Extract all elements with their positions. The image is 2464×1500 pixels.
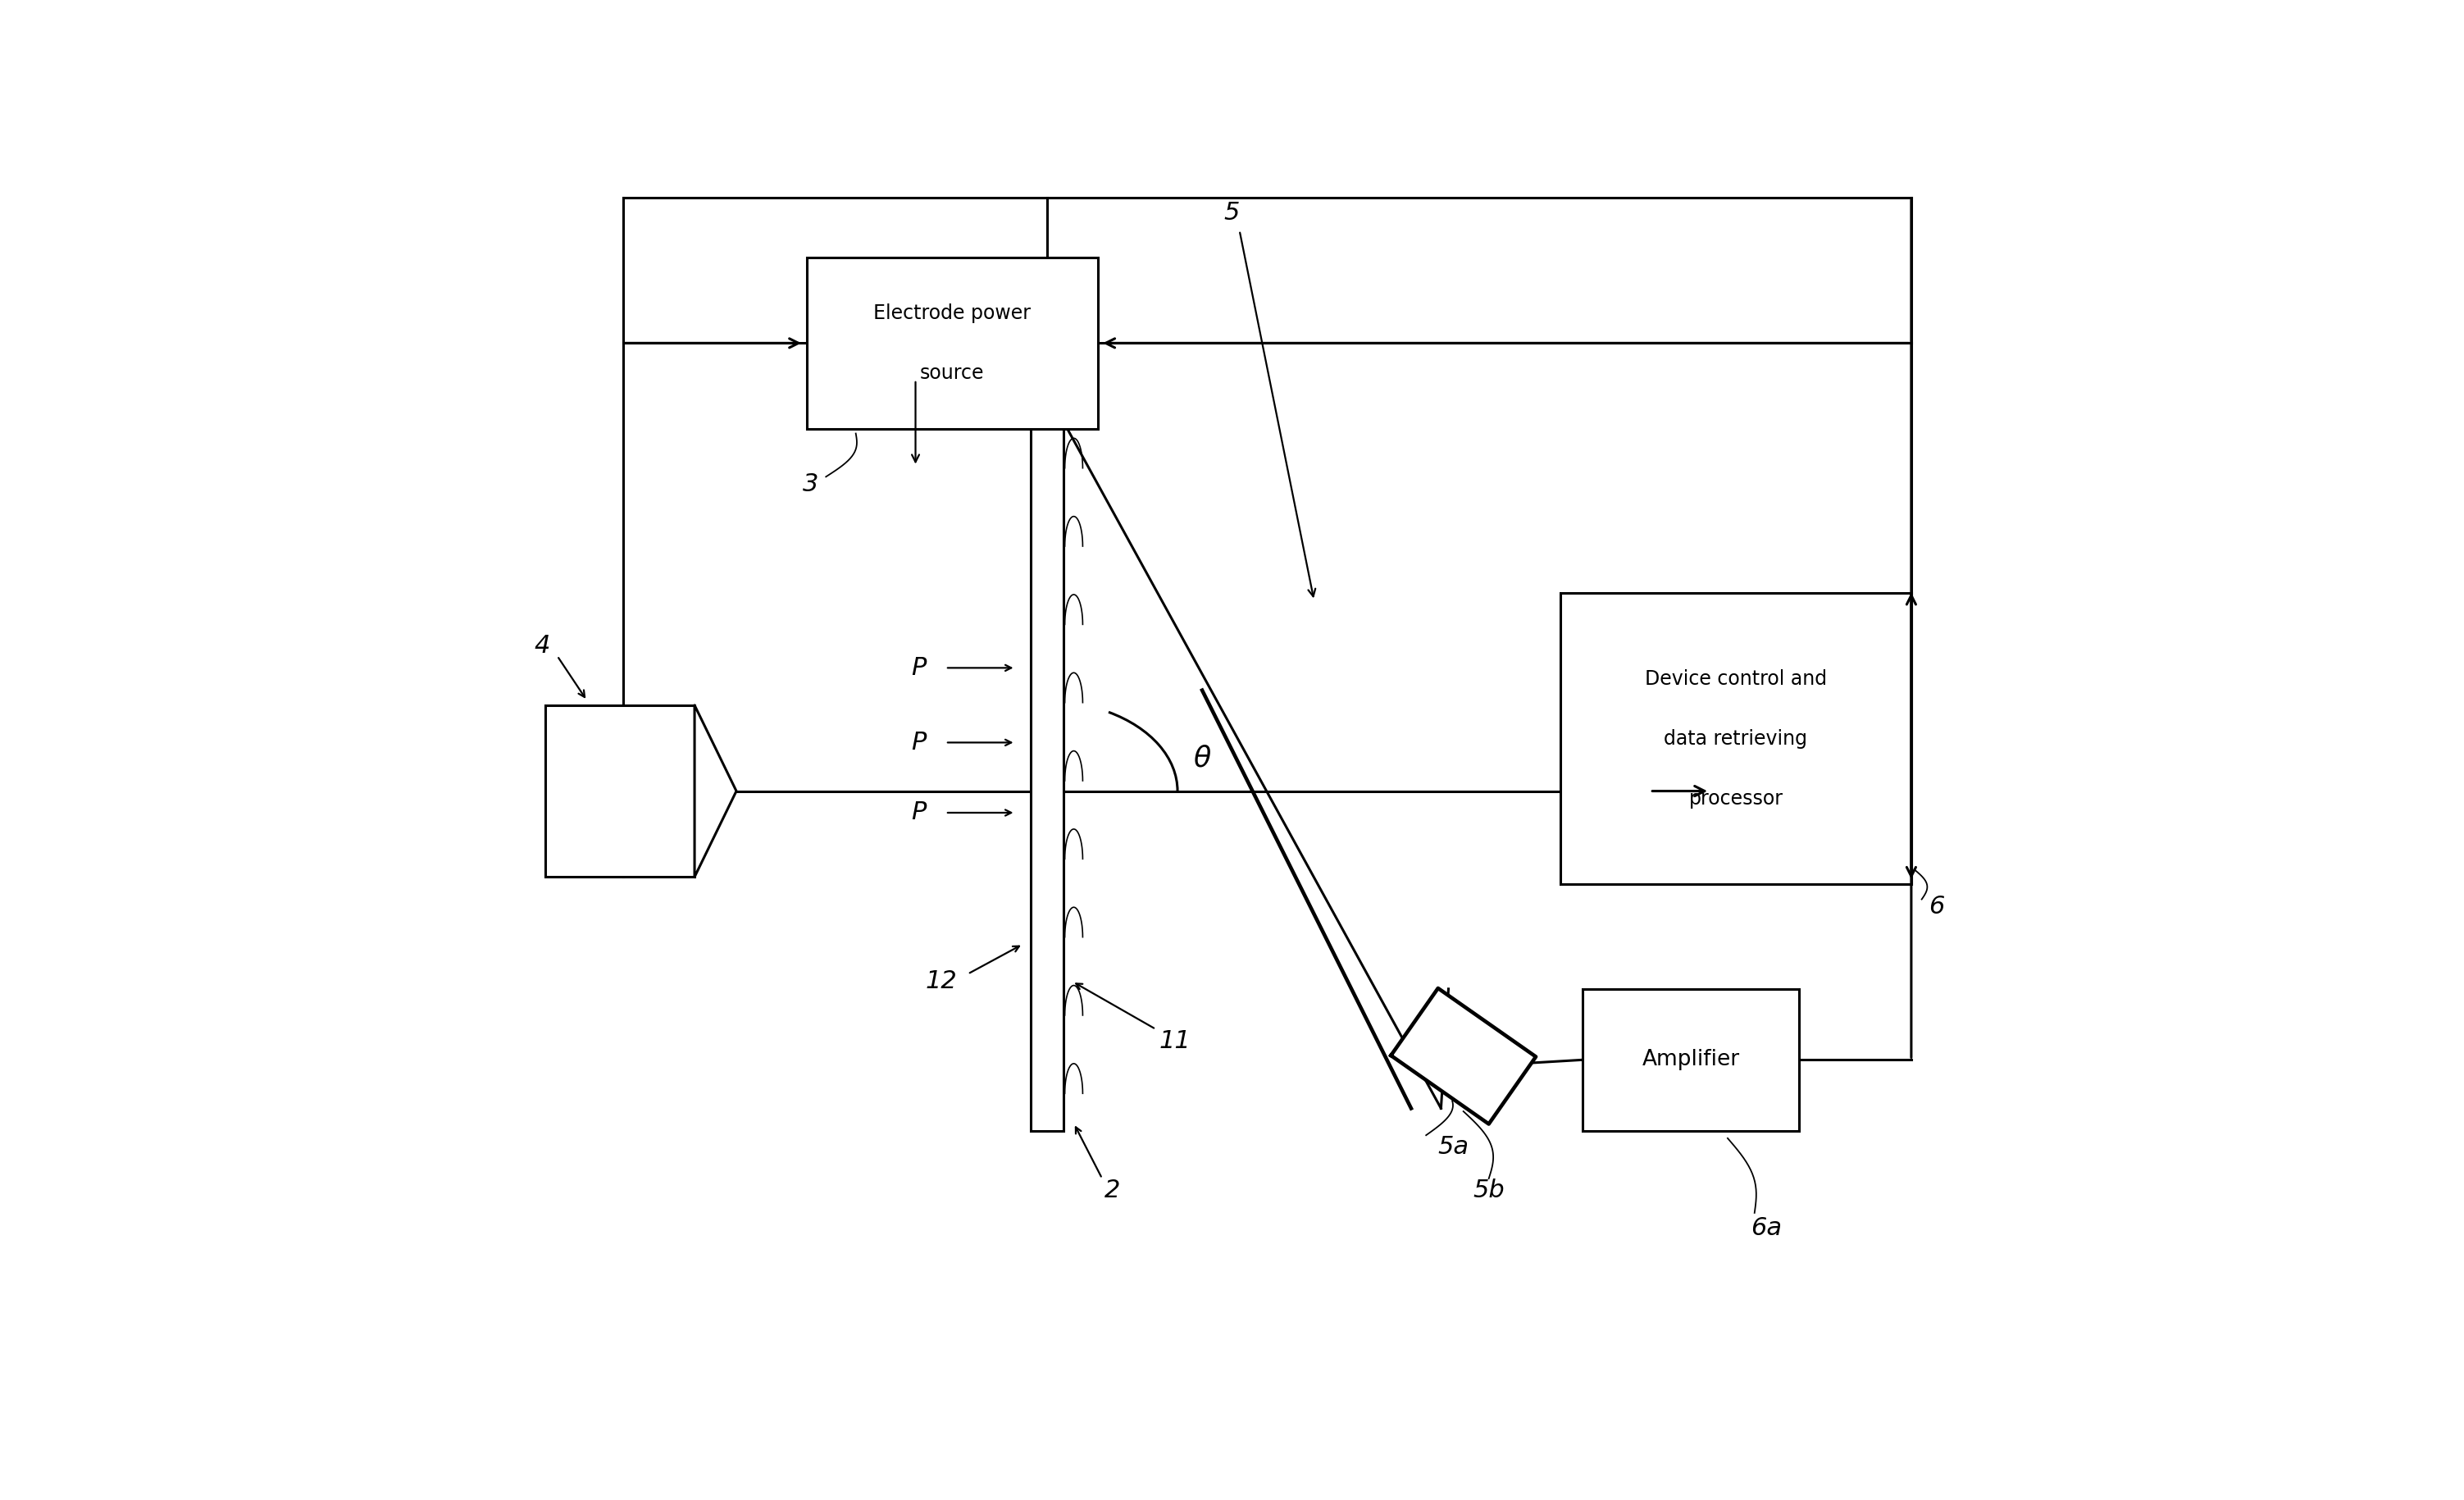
Text: 1: 1	[907, 350, 924, 374]
Text: 5: 5	[1225, 201, 1239, 225]
Text: 12: 12	[924, 969, 956, 993]
Text: P: P	[912, 801, 926, 825]
Text: P: P	[912, 730, 926, 754]
Text: processor: processor	[1688, 789, 1784, 809]
Polygon shape	[1392, 989, 1535, 1124]
Text: 4: 4	[535, 633, 549, 657]
Text: 11: 11	[1161, 1029, 1190, 1053]
Text: 3: 3	[803, 472, 818, 496]
Text: $\theta$: $\theta$	[1193, 744, 1212, 772]
Text: P: P	[912, 656, 926, 680]
Bar	[1560, 592, 1912, 885]
Text: source: source	[919, 363, 983, 383]
Text: Electrode power: Electrode power	[872, 303, 1030, 322]
Text: 5a: 5a	[1437, 1136, 1469, 1160]
Bar	[545, 705, 695, 878]
Text: 6: 6	[1929, 896, 1944, 918]
Text: 2: 2	[1104, 1179, 1121, 1203]
Bar	[1582, 989, 1799, 1131]
Bar	[806, 258, 1096, 429]
Text: 5b: 5b	[1473, 1179, 1506, 1203]
Bar	[1030, 392, 1064, 1131]
Text: Amplifier: Amplifier	[1641, 1048, 1740, 1071]
Text: 6a: 6a	[1752, 1217, 1781, 1239]
Polygon shape	[695, 705, 737, 878]
Text: data retrieving: data retrieving	[1663, 729, 1809, 749]
Text: Device control and: Device control and	[1646, 669, 1826, 689]
